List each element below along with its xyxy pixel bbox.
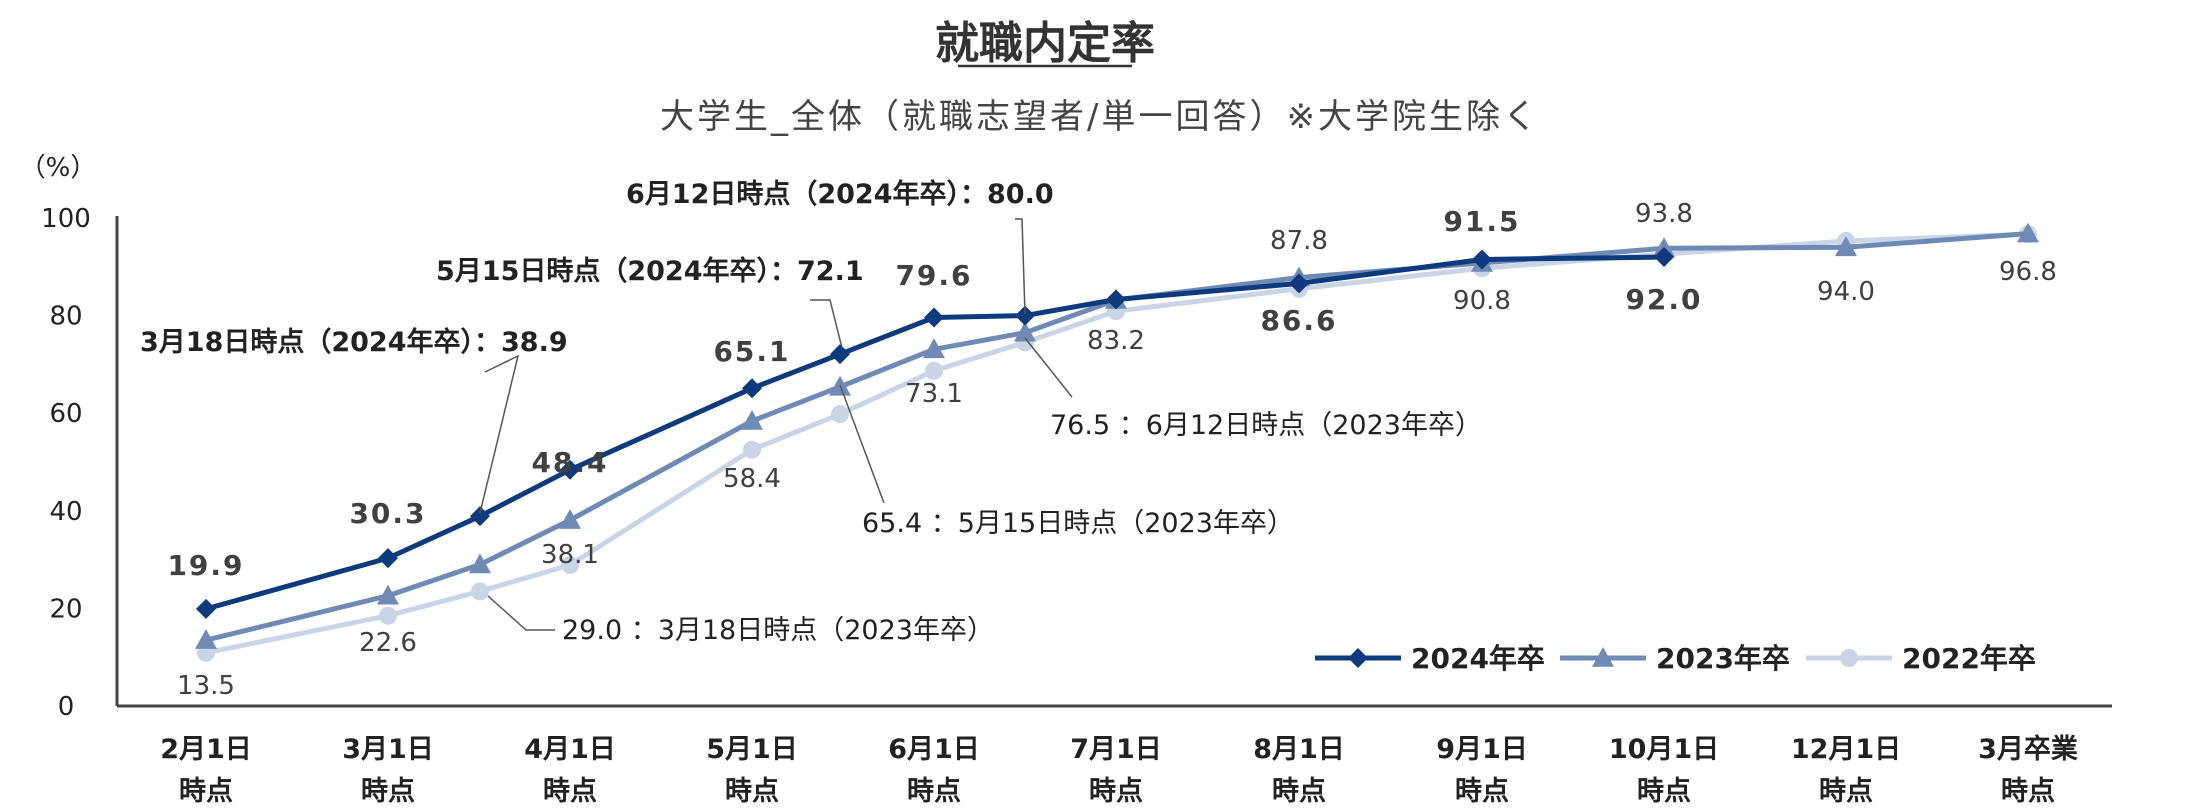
- x-tick-label: 12月1日: [1791, 734, 1901, 765]
- x-tick-label: 10月1日: [1609, 734, 1719, 765]
- series-2022-point: [561, 555, 579, 574]
- data-label-2024: 30.3: [349, 497, 426, 530]
- annotation-text: 3月18日時点（2024年卒）：38.9: [140, 326, 568, 358]
- series-2023-point: [923, 338, 945, 359]
- data-label-2023: 87.8: [1270, 226, 1328, 256]
- annotation-leader-line: [1024, 337, 1073, 398]
- y-tick-label: 80: [49, 302, 82, 332]
- data-label-2024: 48.4: [531, 446, 608, 479]
- series-2023-point: [377, 584, 399, 605]
- chart-subtitle: 大学生_全体（就職志望者/単一回答）※大学院生除く: [660, 97, 1540, 137]
- series-2024-point: [1015, 305, 1035, 326]
- series-2023-point: [469, 553, 491, 574]
- data-label-2023: 83.2: [1087, 326, 1145, 356]
- data-label-2023: 22.6: [359, 628, 417, 658]
- series-2024-point: [560, 459, 580, 480]
- y-tick-label: 100: [41, 204, 91, 234]
- x-tick-label: 時点: [1272, 776, 1326, 807]
- series-2023-point: [195, 629, 217, 649]
- data-label-2023: 93.8: [1635, 199, 1693, 229]
- annotation-leader-line: [479, 354, 520, 514]
- data-label-2024: 19.9: [167, 549, 244, 582]
- x-tick-label: 7月1日: [1070, 734, 1162, 765]
- x-tick-label: 時点: [1637, 776, 1691, 807]
- y-tick-label: 40: [49, 497, 82, 527]
- annotation-text: 76.5 ：6月12日時点（2023年卒）: [1050, 410, 1482, 441]
- series-2024-point: [378, 548, 398, 569]
- data-label-2023: 94.0: [1817, 277, 1875, 307]
- series-2022-point: [743, 440, 761, 459]
- legend-label: 2022年卒: [1902, 642, 2036, 675]
- x-tick-label: 時点: [2001, 776, 2055, 807]
- series-2023-point: [1835, 236, 1857, 257]
- x-tick-label: 時点: [1455, 776, 1509, 807]
- x-tick-label: 時点: [361, 776, 415, 807]
- series-2022-point: [379, 606, 397, 625]
- x-tick-label: 時点: [907, 776, 961, 807]
- data-label-2024: 92.0: [1625, 283, 1702, 316]
- y-tick-label: 0: [58, 692, 75, 722]
- annotation-leader-line: [487, 595, 555, 631]
- series-2024-point: [1289, 273, 1309, 294]
- series-2024-point: [742, 378, 762, 399]
- series-2024-line: [205, 254, 1665, 612]
- y-tick-label: 60: [49, 399, 82, 429]
- data-label-2023: 58.4: [723, 464, 781, 494]
- data-label-2024: 91.5: [1443, 205, 1520, 238]
- legend-marker-2024: [1348, 648, 1368, 668]
- series-2022-point: [471, 582, 489, 601]
- series-2023-point: [2017, 222, 2039, 243]
- annotation-leader-line: [839, 384, 885, 504]
- annotation-leader-line: [810, 299, 843, 349]
- data-label-2023: 38.1: [541, 540, 599, 570]
- series-2024-point: [1106, 289, 1126, 310]
- x-tick-label: 9月1日: [1436, 734, 1528, 765]
- x-tick-label: 時点: [543, 776, 597, 807]
- data-label-2024: 86.6: [1260, 304, 1337, 337]
- series-2024-point: [924, 307, 944, 328]
- annotation-text: 5月15日時点（2024年卒）：72.1: [436, 255, 864, 287]
- x-tick-label: 時点: [1819, 776, 1873, 807]
- series-2023-point: [559, 509, 581, 529]
- x-tick-label: 時点: [1089, 776, 1143, 807]
- data-label-2024: 65.1: [713, 335, 790, 368]
- x-tick-label: 時点: [179, 776, 233, 807]
- legend-label: 2024年卒: [1411, 642, 1545, 675]
- x-tick-label: 8月1日: [1253, 734, 1345, 765]
- x-tick-label: 5月1日: [706, 734, 798, 765]
- series-2024-point: [1654, 247, 1674, 268]
- x-tick-label: 2月1日: [160, 734, 252, 765]
- series-2022-point: [831, 405, 849, 424]
- series-2024-point: [196, 598, 216, 619]
- legend-marker-2023: [1592, 647, 1614, 667]
- series-2023-point: [741, 410, 763, 430]
- x-tick-label: 6月1日: [888, 734, 980, 765]
- x-tick-label: 3月1日: [342, 734, 434, 765]
- x-tick-label: 時点: [725, 776, 779, 807]
- annotation-text: 29.0 ：3月18日時点（2023年卒）: [562, 615, 994, 646]
- data-label-2023: 73.1: [905, 379, 963, 409]
- x-tick-label: 4月1日: [524, 734, 616, 765]
- annotation-leader-line: [1015, 218, 1026, 315]
- data-label-2023: 96.8: [1999, 257, 2057, 287]
- legend-marker-2022: [1840, 649, 1858, 667]
- data-label-2023: 13.5: [177, 671, 235, 701]
- series-2024-point: [470, 506, 490, 527]
- annotation-text: 6月12日時点（2024年卒）：80.0: [626, 178, 1054, 210]
- chart-title: 就職内定率: [935, 18, 1155, 69]
- series-2023-point: [1014, 321, 1036, 342]
- data-label-2024: 79.6: [895, 259, 972, 292]
- series-2022-point: [925, 361, 943, 380]
- series-2024-point: [1472, 249, 1492, 270]
- series-2024-point: [830, 344, 850, 365]
- x-tick-label: 3月卒業: [1978, 733, 2078, 765]
- annotation-text: 65.4 ：5月15日時点（2023年卒）: [862, 508, 1294, 539]
- data-label-2023: 90.8: [1453, 286, 1511, 316]
- y-axis-unit: （%）: [20, 153, 97, 183]
- series-2023-line: [205, 231, 2029, 643]
- legend-label: 2023年卒: [1656, 642, 1790, 675]
- y-tick-label: 20: [49, 594, 82, 624]
